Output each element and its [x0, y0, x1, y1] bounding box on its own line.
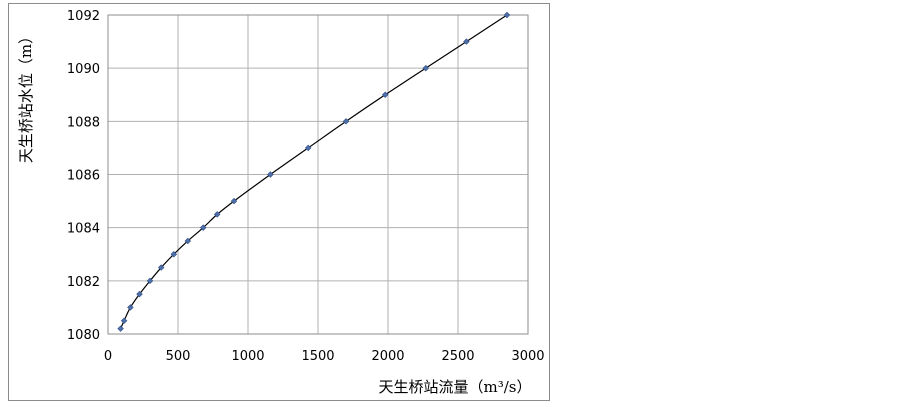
data-point	[136, 290, 143, 298]
data-point	[381, 91, 389, 98]
x-axis-title: 天生桥站流量（m³/s）	[379, 378, 532, 396]
y-tick-label: 1084	[67, 222, 100, 237]
x-tick-label: 2500	[441, 349, 474, 364]
data-point	[157, 264, 165, 271]
y-axis-ticks: 1080 1082 1084 1086 1088 1090 1092	[67, 9, 100, 343]
data-point	[146, 277, 154, 285]
x-tick-label: 500	[166, 349, 191, 364]
x-tick-label: 3000	[511, 349, 544, 364]
data-point	[199, 224, 207, 231]
data-point	[184, 237, 192, 245]
data-point	[463, 38, 470, 45]
data-point	[213, 211, 221, 218]
data-point	[503, 11, 511, 19]
data-point	[117, 325, 124, 332]
fit-curve	[120, 14, 508, 329]
y-tick-label: 1086	[67, 169, 100, 184]
y-tick-label: 1088	[67, 115, 100, 130]
grid	[107, 14, 529, 335]
x-tick-label: 1500	[301, 349, 334, 364]
y-tick-label: 1090	[67, 62, 100, 77]
x-axis-ticks: 0 500 1000 1500 2000 2500 3000	[104, 349, 545, 364]
plot-area	[107, 14, 529, 335]
x-tick-label: 1000	[231, 349, 264, 364]
y-tick-label: 1082	[67, 275, 100, 290]
data-point	[342, 118, 350, 125]
data-point	[267, 171, 274, 178]
data-point	[120, 317, 128, 324]
y-tick-label: 1080	[67, 328, 100, 343]
x-tick-label: 2000	[371, 349, 404, 364]
data-point	[304, 144, 312, 152]
chart-frame	[8, 3, 550, 401]
data-point	[170, 251, 178, 258]
data-points	[117, 11, 511, 332]
x-tick-label: 0	[104, 349, 112, 364]
y-tick-label: 1092	[67, 9, 100, 24]
y-axis-title: 天生桥站水位（m）	[17, 29, 35, 163]
data-point	[422, 64, 430, 72]
data-point	[127, 304, 134, 311]
data-point	[230, 197, 238, 205]
